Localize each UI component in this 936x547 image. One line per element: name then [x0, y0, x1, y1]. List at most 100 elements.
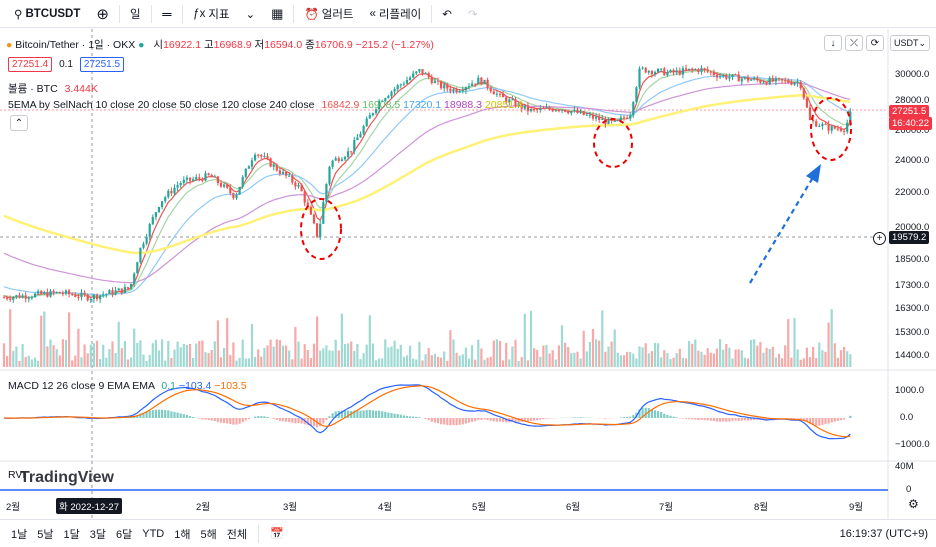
macd-histogram-bar: [836, 418, 839, 421]
legend-title[interactable]: Bitcoin/Tether · 1일 · OKX: [15, 39, 136, 51]
macd-histogram-bar: [511, 418, 514, 422]
macd-histogram-bar: [399, 414, 402, 418]
range-1m[interactable]: 1달: [63, 528, 80, 541]
volume-legend[interactable]: 볼륨 · BTC 3.444K: [8, 81, 98, 96]
chart-canvas[interactable]: [0, 29, 936, 519]
date-range-icon[interactable]: 📅: [270, 528, 284, 540]
refresh-button[interactable]: ⟳: [866, 35, 884, 51]
volume-bar: [130, 357, 133, 367]
bid-button[interactable]: 27251.4: [8, 57, 53, 72]
volume-bar: [424, 354, 427, 367]
volume-bar: [502, 360, 505, 367]
volume-bar: [18, 360, 21, 367]
macd-histogram-bar: [514, 418, 517, 423]
macd-histogram-bar: [446, 418, 449, 425]
volume-bar: [715, 348, 719, 367]
replay-button[interactable]: «리플레이: [362, 0, 430, 28]
candle-body: [170, 190, 173, 194]
candle-body: [114, 290, 117, 295]
volume-bar: [340, 313, 343, 367]
volume-bar: [188, 343, 192, 367]
volume-bar: [195, 343, 198, 367]
macd-histogram-bar: [703, 418, 706, 421]
settings-icon[interactable]: ⚙: [908, 497, 919, 511]
macd-histogram-bar: [161, 409, 164, 418]
symbol-label: BTCUSDT: [25, 7, 81, 20]
range-1y[interactable]: 1해: [174, 528, 191, 541]
range-3m[interactable]: 3달: [89, 528, 106, 541]
macd-histogram-bar: [824, 418, 827, 424]
ema-legend[interactable]: 5EMA by SelNach 10 close 20 close 50 clo…: [8, 99, 523, 111]
clock[interactable]: 16:19:37 (UTC+9): [839, 527, 928, 540]
macd-histogram-bar: [653, 410, 657, 418]
undo-button[interactable]: ↶: [434, 0, 460, 28]
download-button[interactable]: ↓: [824, 35, 842, 51]
candle-body: [303, 191, 306, 203]
candle-body: [681, 68, 684, 75]
add-alert-icon[interactable]: +: [873, 232, 886, 245]
macd-histogram-bar: [176, 412, 179, 418]
chart-type-button[interactable]: 𝍡: [154, 0, 181, 28]
volume-bar: [433, 353, 436, 367]
macd-legend[interactable]: MACD 12 26 close 9 EMA EMA 0.1 −103.4 −1…: [8, 380, 247, 392]
macd-histogram-bar: [477, 418, 480, 421]
candle-body: [734, 74, 737, 76]
volume-bar: [365, 344, 368, 367]
macd-histogram-bar: [725, 418, 728, 422]
price-tick: 14400.0: [895, 350, 930, 361]
volume-bar: [331, 350, 334, 367]
ema-label: 5EMA by SelNach 10 close 20 close 50 clo…: [8, 99, 315, 111]
compare-button[interactable]: ⊕: [88, 0, 117, 28]
macd-histogram-bar: [151, 410, 154, 418]
candle-body: [613, 120, 616, 122]
macd-histogram-bar: [440, 418, 443, 425]
range-all[interactable]: 전체: [226, 528, 247, 541]
macd-line: [4, 385, 851, 438]
volume-bar: [71, 360, 74, 367]
macd-histogram-bar: [700, 418, 703, 420]
volume-bar: [182, 343, 185, 367]
collapse-button[interactable]: ⤫: [845, 35, 863, 51]
price-tick: 18500.0: [895, 254, 930, 265]
volume-bar: [694, 339, 697, 367]
range-ytd[interactable]: YTD: [142, 527, 165, 540]
collapse-legend-button[interactable]: ⌃: [10, 115, 28, 131]
macd-histogram-bar: [309, 418, 312, 426]
candle-body: [446, 84, 449, 89]
candle-body: [291, 175, 294, 183]
interval-button[interactable]: 일: [122, 0, 149, 28]
rvi-legend[interactable]: RVI: [8, 469, 25, 481]
macd-histogram-bar: [371, 410, 374, 418]
range-5d[interactable]: 5날: [37, 528, 54, 541]
macd-histogram-bar: [148, 410, 151, 418]
range-6m[interactable]: 6달: [116, 528, 133, 541]
range-1d[interactable]: 1날: [11, 528, 28, 541]
indicators-dropdown[interactable]: ⌄: [238, 0, 264, 28]
time-tick: 5월: [472, 502, 487, 513]
chart-area[interactable]: ● Bitcoin/Tether · 1일 · OKX ● 시16922.1 고…: [0, 29, 936, 519]
volume-bar: [495, 339, 498, 367]
indicators-button[interactable]: ƒx 지표: [185, 0, 237, 28]
macd-histogram-bar: [839, 418, 843, 421]
candle-body: [266, 156, 269, 159]
macd-histogram-bar: [387, 412, 390, 418]
macd-histogram-bar: [833, 418, 836, 422]
currency-label: USDT: [893, 38, 919, 48]
volume-bar: [595, 339, 598, 367]
layouts-button[interactable]: ▦: [263, 0, 291, 28]
candle-body: [632, 101, 635, 116]
alert-button[interactable]: ⏰ 얼러트: [296, 0, 361, 28]
macd-hist-value: 0.1: [161, 380, 177, 392]
ask-button[interactable]: 27251.5: [79, 57, 125, 72]
volume-bar: [771, 346, 774, 367]
volume-bar: [725, 344, 728, 367]
volume-bar: [746, 358, 750, 367]
redo-button[interactable]: ↷: [460, 0, 486, 28]
volume-bar: [427, 347, 430, 367]
symbol-search[interactable]: ⚲ BTCUSDT: [6, 0, 88, 28]
range-5y[interactable]: 5해: [200, 528, 217, 541]
candle-body: [117, 288, 120, 291]
candle-body: [815, 121, 818, 127]
volume-bar: [511, 346, 514, 367]
currency-select[interactable]: USDT ⌄: [890, 35, 930, 51]
